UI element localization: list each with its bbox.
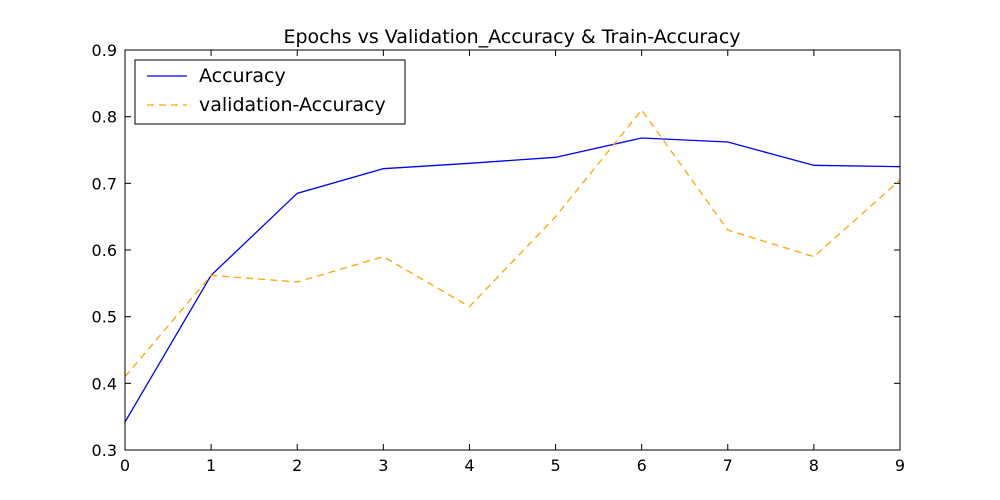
x-tick-label-0: 0 [120, 456, 130, 475]
y-tick-label-1: 0.4 [92, 374, 117, 393]
x-tick-label-6: 6 [637, 456, 647, 475]
legend-label-accuracy: Accuracy [199, 65, 286, 87]
y-tick-label-4: 0.7 [92, 174, 117, 193]
x-tick-label-9: 9 [895, 456, 905, 475]
y-tick-label-0: 0.3 [92, 441, 117, 460]
series-line-validation-accuracy [125, 108, 900, 378]
y-tick-label-5: 0.8 [92, 108, 117, 127]
ticks-layer: 0 1 2 3 4 5 6 7 8 9 0.3 0.4 0.5 0.6 0.7 0.8 0.9 [92, 41, 906, 475]
legend-label-validation-accuracy: validation-Accuracy [199, 94, 386, 116]
legend-box [134, 59, 406, 125]
x-tick-label-1: 1 [206, 456, 216, 475]
y-tick-label-3: 0.6 [92, 241, 117, 260]
plot-area-frame [124, 49, 901, 451]
series-layer [125, 108, 900, 423]
x-tick-label-7: 7 [723, 456, 733, 475]
y-tick-label-2: 0.5 [92, 308, 117, 327]
x-tick-label-5: 5 [550, 456, 560, 475]
chart-title: Epochs vs Validation_Accuracy & Train-Ac… [283, 26, 740, 48]
legend: Accuracy validation-Accuracy [134, 59, 406, 125]
x-tick-label-3: 3 [378, 456, 388, 475]
y-tick-label-6: 0.9 [92, 41, 117, 60]
x-tick-label-8: 8 [809, 456, 819, 475]
x-tick-label-2: 2 [292, 456, 302, 475]
series-line-accuracy [125, 137, 900, 423]
x-tick-label-4: 4 [464, 456, 474, 475]
